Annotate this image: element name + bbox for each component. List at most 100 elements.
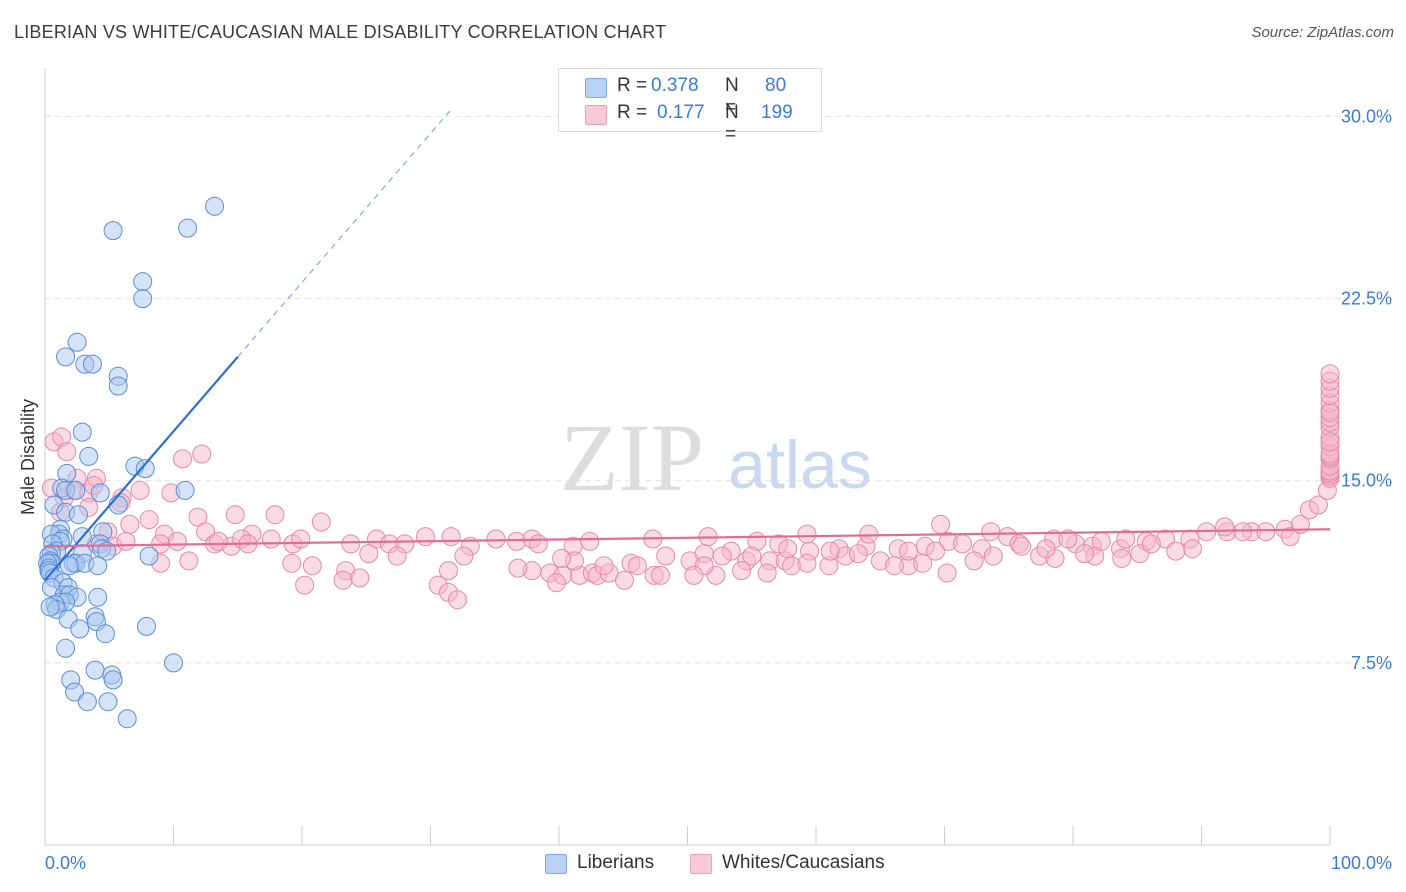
- liberian-point-21: [108, 495, 128, 515]
- bottom-whites-label: Whites/Caucasians: [722, 852, 885, 873]
- watermark-atlas: atlas: [728, 427, 872, 503]
- whites-point-132: [627, 556, 647, 576]
- whites-point-35: [209, 531, 228, 551]
- whites-point-32: [167, 531, 187, 551]
- whites-point-122: [295, 575, 315, 595]
- whites-trend-line: [44, 528, 1331, 548]
- trend-lines: [44, 110, 1331, 582]
- whites-point-160: [1215, 517, 1235, 537]
- whites-point-38: [261, 529, 281, 549]
- whites-point-114: [983, 546, 1003, 566]
- liberian-point-8: [83, 354, 102, 374]
- whites-point-145: [797, 524, 817, 544]
- whites-point-143: [712, 546, 732, 566]
- liberians-swatch: [585, 78, 607, 98]
- whites-point-14: [192, 444, 212, 464]
- whites-point-51: [528, 534, 548, 554]
- liberian-point-73: [85, 660, 105, 680]
- whites-point-186: [1320, 403, 1340, 423]
- liberian-point-2: [205, 196, 225, 216]
- y-tick-label-3: 30.0%: [1341, 106, 1392, 126]
- whites-point-82: [282, 553, 302, 573]
- liberian-point-78: [77, 692, 97, 712]
- liberians-n-label: N =: [725, 75, 739, 118]
- whites-point-121: [333, 570, 353, 590]
- liberians-r-label: R =: [617, 75, 648, 96]
- whites-point-88: [454, 546, 474, 566]
- whites-point-142: [684, 565, 704, 585]
- whites-point-152: [1036, 539, 1056, 559]
- whites-point-111: [913, 553, 933, 573]
- whites-point-151: [1012, 536, 1032, 556]
- watermark: ZIP atlas: [560, 404, 872, 511]
- liberian-point-47: [59, 556, 79, 576]
- bottom-liberians-label: Liberians: [577, 852, 655, 873]
- whites-point-130: [615, 570, 634, 590]
- whites-point-139: [594, 556, 614, 576]
- bottom-whites-swatch: [690, 854, 712, 874]
- y-tick-label-0: 7.5%: [1351, 653, 1392, 673]
- y-tick-label-2: 22.5%: [1341, 289, 1392, 309]
- liberians-trend-extension: [237, 110, 451, 358]
- liberian-point-71: [56, 638, 76, 658]
- watermark-zip: ZIP: [560, 404, 704, 511]
- chart-title: LIBERIAN VS WHITE/CAUCASIAN MALE DISABIL…: [14, 22, 667, 42]
- whites-point-102: [742, 546, 762, 566]
- whites-point-153: [1058, 529, 1078, 549]
- whites-point-158: [1166, 541, 1186, 561]
- gridlines: [45, 115, 1360, 664]
- whites-point-136: [884, 556, 904, 576]
- liberian-point-1: [178, 218, 198, 238]
- liberian-point-4: [133, 289, 153, 309]
- axes: [44, 68, 1331, 846]
- whites-r-value: 0.177: [657, 102, 705, 123]
- whites-point-40: [291, 529, 311, 549]
- liberian-point-79: [98, 692, 118, 712]
- whites-point-154: [1075, 544, 1095, 564]
- liberian-point-24: [68, 505, 88, 525]
- whites-point-48: [486, 529, 506, 549]
- whites-point-150: [981, 522, 1001, 542]
- whites-point-144: [778, 539, 798, 559]
- whites-point-21: [265, 505, 285, 525]
- x-tick-label-max: 100.0%: [1331, 853, 1392, 873]
- whites-point-22: [311, 512, 331, 532]
- whites-point-123: [350, 568, 370, 588]
- liberian-point-19: [90, 483, 110, 503]
- liberians-trend-line: [44, 356, 239, 582]
- whites-point-78: [1256, 522, 1276, 542]
- liberian-point-72: [164, 653, 183, 673]
- liberians-n-value: 80: [765, 75, 787, 96]
- liberian-point-80: [117, 709, 137, 729]
- whites-point-131: [651, 565, 670, 585]
- whites-point-41: [341, 534, 361, 554]
- liberian-point-14: [135, 459, 155, 479]
- whites-point-11: [130, 480, 150, 500]
- whites-point-83: [302, 556, 322, 576]
- whites-point-181: [1320, 432, 1340, 452]
- whites-point-65: [953, 534, 972, 554]
- whites-point-13: [173, 449, 192, 469]
- whites-point-147: [859, 524, 879, 544]
- whites-point-141: [552, 548, 572, 568]
- whites-point-127: [508, 558, 528, 578]
- liberian-point-10: [108, 376, 128, 396]
- whites-point-155: [1091, 531, 1111, 551]
- y-tick-label-1: 15.0%: [1341, 471, 1392, 491]
- liberian-point-68: [137, 616, 156, 636]
- liberian-point-3: [133, 272, 153, 292]
- bottom-liberians-swatch: [545, 854, 567, 874]
- whites-point-112: [926, 541, 945, 561]
- stats-legend: R = 0.378 N = 80 R = 0.177 N = 199: [558, 68, 822, 145]
- liberian-point-42: [139, 546, 159, 566]
- whites-point-128: [546, 573, 566, 593]
- liberian-point-6: [56, 347, 76, 367]
- whites-point-120: [1183, 539, 1202, 559]
- whites-point-80: [179, 551, 199, 571]
- whites-r-label: R =: [617, 102, 648, 123]
- whites-point-157: [1141, 534, 1161, 554]
- whites-point-135: [797, 553, 817, 573]
- source-label: Source: ZipAtlas.com: [1251, 24, 1394, 41]
- whites-n-label: N =: [725, 102, 739, 145]
